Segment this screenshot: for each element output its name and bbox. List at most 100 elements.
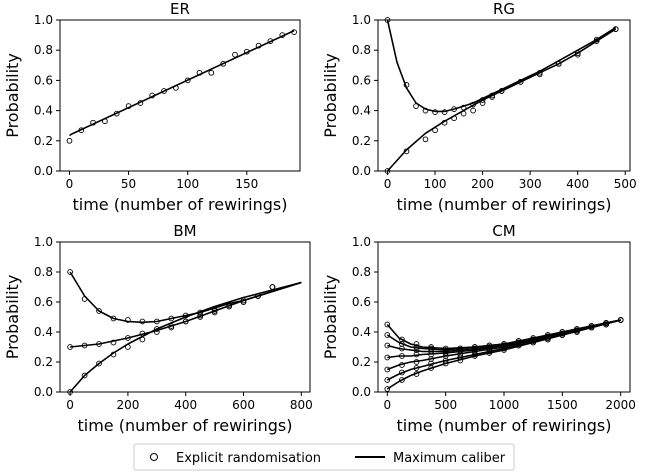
data-point (451, 115, 457, 122)
data-point (384, 321, 391, 328)
data-point (240, 299, 247, 305)
data-point (196, 69, 203, 76)
data-point (413, 371, 420, 377)
data-point (96, 308, 102, 314)
randomisation-series-5 (67, 284, 276, 395)
data-point (489, 92, 495, 99)
data-point (78, 127, 85, 134)
data-point (113, 110, 120, 117)
data-point (574, 50, 581, 57)
data-point (399, 353, 405, 359)
data-point (102, 118, 108, 125)
x-tick-label: 300 (519, 177, 542, 191)
data-point (588, 324, 595, 331)
x-tick-label: 200 (471, 177, 494, 191)
data-point (413, 351, 420, 358)
data-point (182, 312, 189, 319)
y-tick-label: 0.2 (352, 134, 371, 148)
y-tick-label: 0.0 (352, 385, 371, 399)
data-point (110, 315, 117, 322)
data-point (441, 119, 448, 126)
y-tick-label: 1.0 (34, 13, 53, 27)
data-point (96, 341, 102, 347)
subplot-title: ER (170, 0, 190, 18)
y-tick-label: 0.4 (34, 325, 53, 339)
data-point (413, 344, 420, 350)
subplot-er: 0 50 100 150 0.0 0.2 0.4 0.6 0.8 1.0 ER time (numbe… (3, 0, 301, 214)
subplot-title: RG (493, 0, 515, 18)
data-point (232, 51, 238, 58)
data-point (559, 332, 566, 338)
data-point (96, 360, 102, 367)
data-point (279, 32, 286, 38)
x-axis-label: time (number of rewirings) (396, 195, 611, 214)
data-point (220, 60, 227, 67)
x-tick-label: 100 (176, 177, 199, 191)
data-point (255, 293, 261, 299)
data-point (603, 321, 609, 328)
y-tick-label: 0.6 (34, 295, 53, 309)
data-point (67, 269, 73, 275)
data-point (399, 345, 405, 352)
data-point (457, 357, 464, 364)
caliber-line-1 (386, 28, 617, 172)
data-point (574, 329, 580, 335)
x-tick-label: 500 (614, 177, 637, 191)
caliber-line-2 (69, 281, 302, 393)
plot-frame (377, 19, 631, 172)
data-point (441, 109, 448, 115)
y-tick-label: 1.0 (352, 235, 371, 249)
data-point (182, 318, 189, 325)
x-axis-label: time (number of rewirings) (77, 416, 292, 435)
data-point (457, 348, 464, 355)
data-point (197, 314, 204, 320)
data-point (530, 339, 537, 346)
x-tick-label: 1000 (489, 398, 520, 412)
subplot-title: CM (492, 222, 515, 240)
x-tick-label: 1500 (547, 398, 578, 412)
x-axis-label: time (number of rewirings) (396, 416, 611, 435)
data-point (457, 354, 464, 361)
data-point (432, 109, 438, 115)
x-tick-label: 100 (424, 177, 447, 191)
subplots: 0 50 100 150 0.0 0.2 0.4 0.6 0.8 1.0 ER time (numbe… (3, 0, 637, 435)
y-axis-label: Probability (321, 53, 340, 138)
data-point (139, 330, 146, 337)
data-point (479, 97, 486, 103)
y-tick-label: 0.2 (34, 355, 53, 369)
data-point (168, 315, 175, 322)
x-axis-label: time (number of rewirings) (72, 195, 287, 214)
data-point (153, 326, 160, 332)
legend-randomisation-label: Explicit randomisation (176, 451, 321, 466)
data-point (384, 354, 391, 361)
data-point (486, 350, 493, 356)
data-point (291, 29, 297, 35)
data-point (428, 348, 434, 355)
data-point (413, 103, 419, 109)
data-point (81, 342, 88, 349)
caliber-line-6 (386, 319, 621, 390)
data-point (479, 100, 486, 106)
legend-caliber-label: Maximum caliber (393, 451, 506, 466)
caliber-line-3 (387, 319, 621, 359)
data-point (267, 38, 274, 44)
x-tick-label: 600 (232, 398, 255, 412)
legend-randomisation-marker (150, 453, 158, 461)
randomisation-series-11 (384, 317, 624, 373)
x-tick-label: 400 (566, 177, 589, 191)
y-tick-label: 0.8 (34, 43, 53, 57)
randomisation-series-1 (66, 29, 297, 144)
y-tick-label: 0.6 (352, 295, 371, 309)
data-point (428, 345, 434, 352)
data-point (612, 26, 619, 32)
randomisation-series-10 (384, 317, 624, 361)
y-tick-label: 0.0 (34, 385, 53, 399)
data-point (184, 77, 191, 84)
data-point (149, 92, 156, 99)
data-point (544, 336, 551, 343)
plot-frame (59, 241, 311, 393)
subplot-title: BM (173, 222, 196, 240)
data-point (67, 344, 73, 350)
data-point (125, 335, 131, 341)
subplot-bm: 0 200 400 600 800 0.0 0.2 0.4 0.6 0.8 1.0 BM time (n… (3, 222, 313, 435)
